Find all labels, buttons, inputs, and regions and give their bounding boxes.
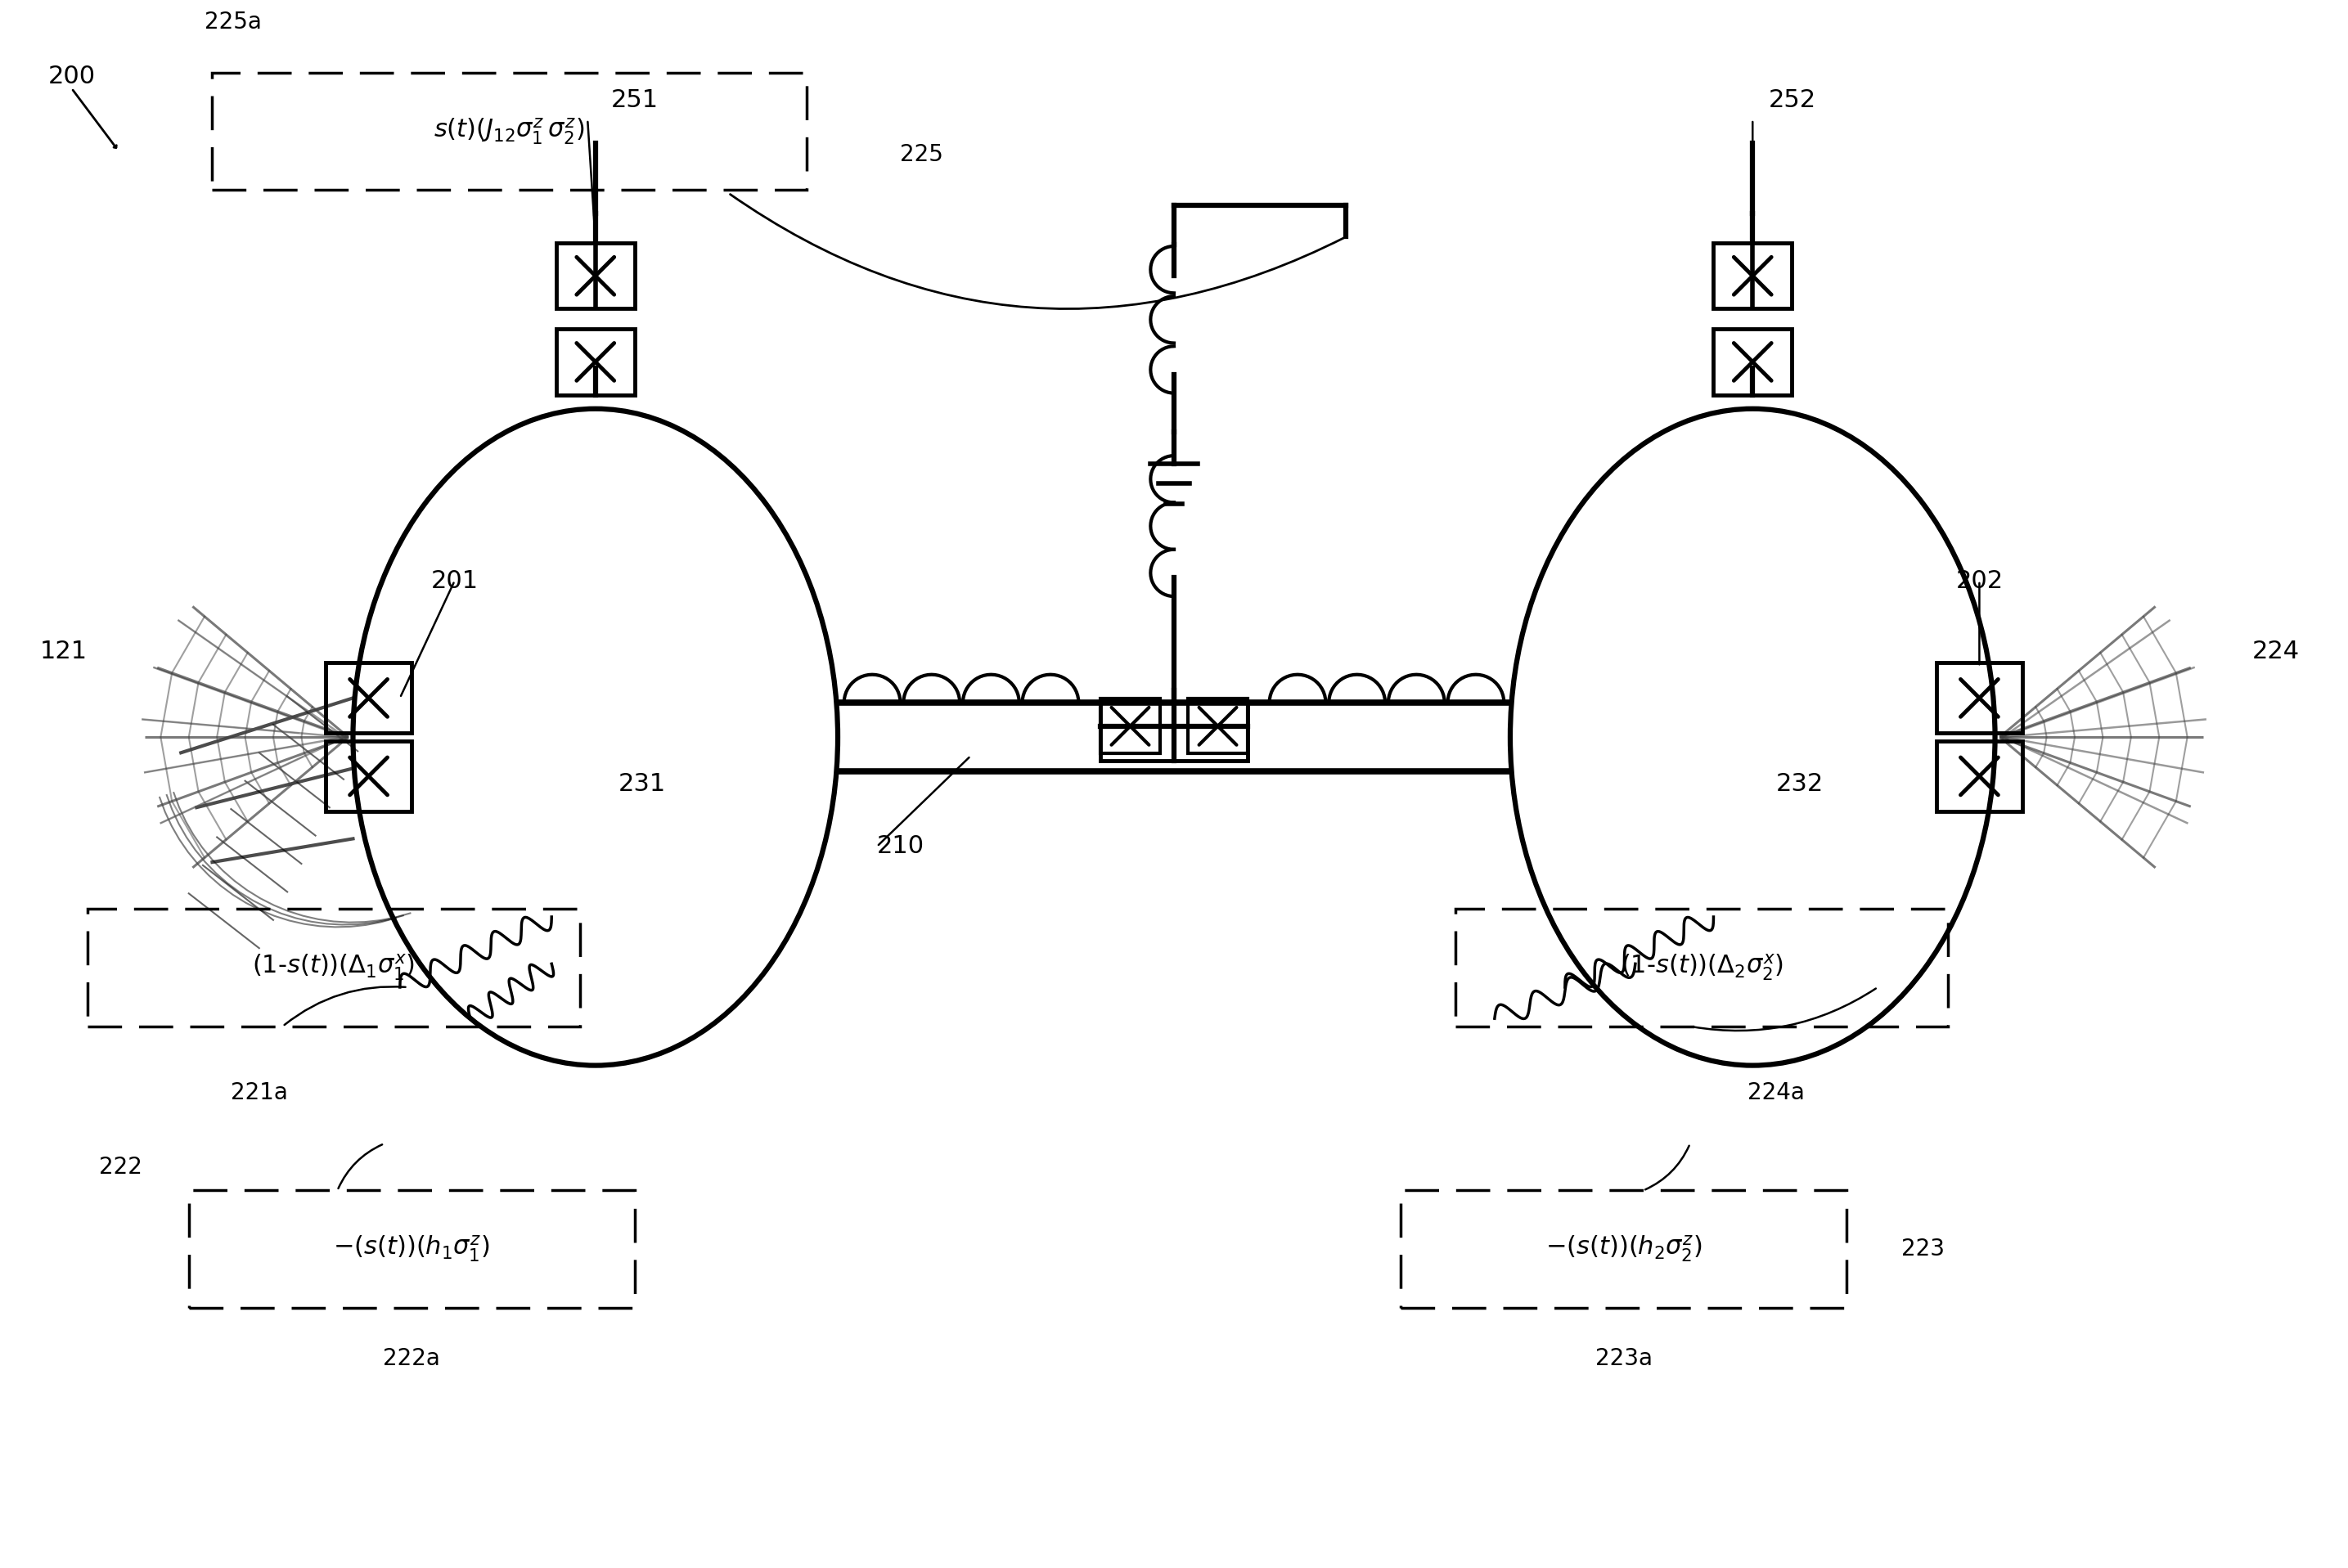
Bar <box>556 243 634 309</box>
Text: 201: 201 <box>432 569 479 593</box>
Bar <box>188 1190 634 1308</box>
Text: 222a: 222a <box>383 1347 439 1370</box>
Text: 223: 223 <box>1902 1237 1944 1261</box>
Bar <box>1456 909 1949 1027</box>
Text: 223a: 223a <box>1594 1347 1653 1370</box>
Text: 221a: 221a <box>230 1080 289 1104</box>
Bar <box>87 909 580 1027</box>
Text: 252: 252 <box>1768 88 1815 111</box>
Text: 202: 202 <box>1956 569 2003 593</box>
Text: 251: 251 <box>610 88 657 111</box>
Text: 225: 225 <box>899 143 944 166</box>
Text: 222: 222 <box>99 1156 141 1179</box>
Text: $(1\text{-}s(t))(\Delta_1\sigma_1^x)$: $(1\text{-}s(t))(\Delta_1\sigma_1^x)$ <box>251 953 416 983</box>
Bar <box>1714 329 1792 395</box>
Text: 210: 210 <box>876 834 925 858</box>
Bar <box>1188 699 1247 754</box>
Bar <box>1402 1190 1846 1308</box>
Bar <box>211 72 805 190</box>
Text: 200: 200 <box>47 64 96 88</box>
Bar <box>1101 699 1160 754</box>
Bar <box>326 742 411 811</box>
Text: $-(s(t))(h_2\sigma_2^z)$: $-(s(t))(h_2\sigma_2^z)$ <box>1545 1234 1702 1264</box>
Bar <box>326 663 411 734</box>
Text: 225a: 225a <box>204 11 261 33</box>
Text: 231: 231 <box>618 771 667 797</box>
Bar <box>556 329 634 395</box>
Text: 232: 232 <box>1775 771 1824 797</box>
Bar <box>1937 663 2022 734</box>
Bar <box>1937 742 2022 811</box>
Text: 224a: 224a <box>1747 1080 1803 1104</box>
Bar <box>1714 243 1792 309</box>
Text: 121: 121 <box>40 640 87 663</box>
Text: $s(t)(J_{12}\sigma_1^z\,\sigma_2^z)$: $s(t)(J_{12}\sigma_1^z\,\sigma_2^z)$ <box>434 116 585 146</box>
Text: 224: 224 <box>2252 640 2301 663</box>
Text: $(1\text{-}s(t))(\Delta_2\sigma_2^x)$: $(1\text{-}s(t))(\Delta_2\sigma_2^x)$ <box>1620 953 1782 983</box>
Text: $-(s(t))(h_1\sigma_1^z)$: $-(s(t))(h_1\sigma_1^z)$ <box>333 1234 491 1264</box>
